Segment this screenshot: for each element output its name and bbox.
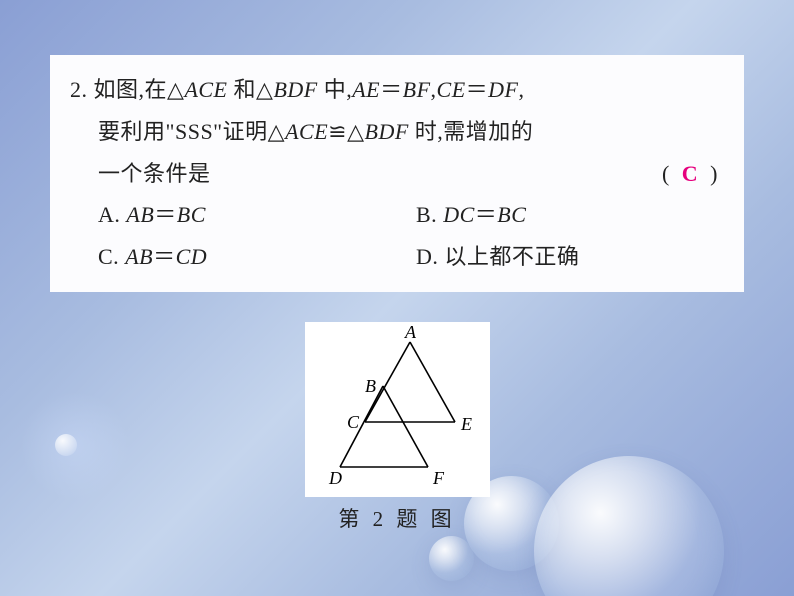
question-number: 2. <box>70 77 88 102</box>
svg-text:C: C <box>347 412 360 432</box>
question-line-1: 2. 如图,在△ACE 和△BDF 中,AE＝BF,CE＝DF, <box>70 69 724 111</box>
svg-text:F: F <box>432 468 445 488</box>
question-card: 2. 如图,在△ACE 和△BDF 中,AE＝BF,CE＝DF, 要利用"SSS… <box>50 55 744 292</box>
option-c: C. AB＝CD <box>98 236 406 278</box>
question-line-2: 要利用"SSS"证明△ACE≌△BDF 时,需增加的 <box>70 111 724 153</box>
svg-text:E: E <box>460 414 472 434</box>
figure-caption: 第 2 题 图 <box>297 503 497 533</box>
triangle-diagram: A BC E D F <box>305 322 490 497</box>
orb-large <box>534 456 724 596</box>
options-grid: A. AB＝BC B. DC＝BC C. AB＝CD D. 以上都不正确 <box>70 194 724 278</box>
svg-text:D: D <box>328 468 342 488</box>
answer-letter: C <box>682 161 698 186</box>
answer-paren: ( C ) <box>662 153 724 195</box>
figure-box: A BC E D F <box>305 322 490 497</box>
option-a: A. AB＝BC <box>98 194 406 236</box>
svg-text:A: A <box>404 322 417 342</box>
figure-wrap: A BC E D F 第 2 题 图 <box>297 322 497 533</box>
question-line-3: 一个条件是 ( C ) <box>70 153 724 195</box>
option-d: D. 以上都不正确 <box>416 236 724 278</box>
small-orb <box>55 434 77 456</box>
condition-text: 一个条件是 <box>98 153 211 195</box>
svg-text:B: B <box>365 376 376 396</box>
option-b: B. DC＝BC <box>416 194 724 236</box>
